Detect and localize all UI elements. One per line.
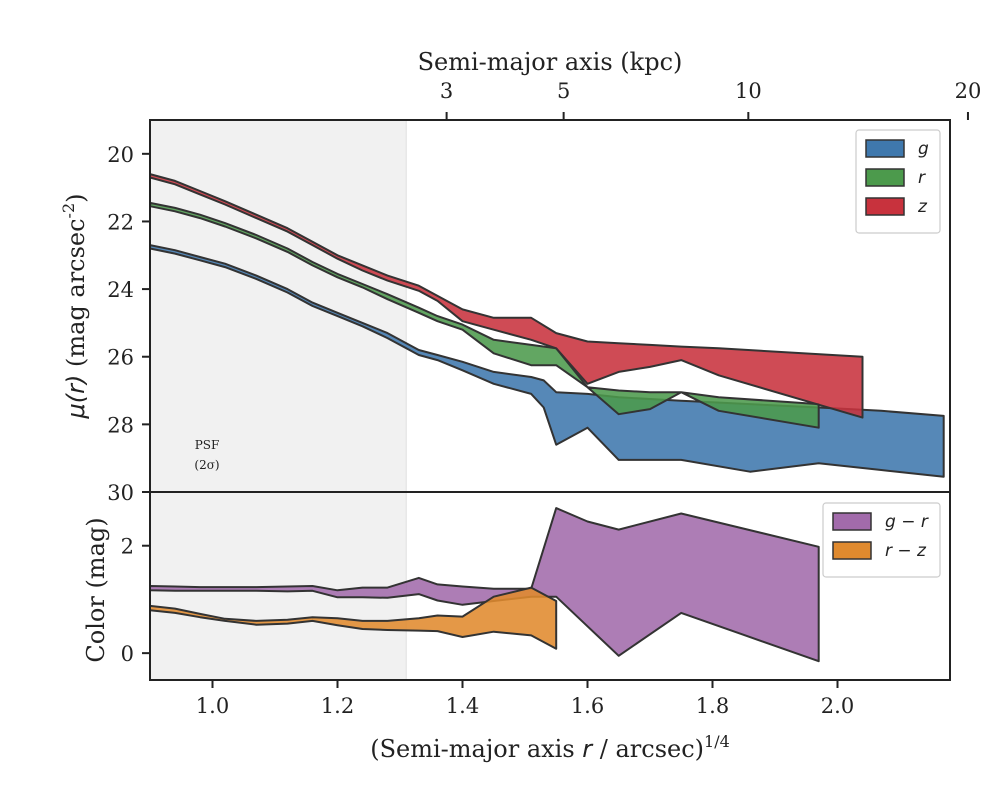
bottom-axis-title: (Semi-major axis r / arcsec)1/4 — [370, 732, 730, 763]
y-tick-label: 22 — [107, 210, 134, 234]
psf-shade-top — [150, 120, 407, 492]
legend-label: g − r — [885, 512, 929, 532]
color-legend: g − r r − z — [822, 502, 941, 578]
kpc-tick-label: 5 — [557, 79, 570, 103]
legend-label: g — [918, 139, 929, 159]
legend-label: r − z — [885, 541, 927, 561]
legend-swatch — [832, 541, 872, 560]
legend-swatch — [865, 168, 905, 187]
kpc-tick-label: 20 — [955, 79, 982, 103]
top-axis-title: Semi-major axis (kpc) — [418, 48, 683, 76]
sb-axis-title: μ(r) (mag arcsec-2) — [59, 193, 90, 419]
legend-swatch — [865, 139, 905, 158]
sb-profile-areas — [149, 173, 945, 478]
band-gr — [149, 507, 820, 663]
x-tick-label: 1.0 — [196, 694, 229, 718]
band-r — [149, 201, 820, 429]
y-tick-label: 28 — [107, 413, 134, 437]
psf-label: PSF — [195, 438, 220, 452]
x-tick-label: 1.8 — [696, 694, 729, 718]
legend-swatch — [865, 197, 905, 216]
color-profile-areas — [149, 507, 820, 663]
band-rz — [149, 586, 558, 650]
color-axis-title: Color (mag) — [82, 517, 110, 662]
kpc-tick-label: 3 — [440, 79, 453, 103]
x-tick-label: 1.4 — [446, 694, 479, 718]
sb-legend: grz — [855, 129, 941, 234]
color-y-tick-label: 0 — [121, 642, 134, 666]
bottom-panel-frame — [149, 491, 951, 681]
band-g — [149, 244, 945, 478]
legend-label: r — [918, 168, 926, 188]
y-tick-label: 26 — [107, 346, 134, 370]
band-z — [149, 173, 864, 419]
y-tick-label: 24 — [107, 278, 134, 302]
x-tick-label: 1.6 — [571, 694, 604, 718]
y-tick-label: 30 — [107, 481, 134, 505]
kpc-tick-label: 10 — [735, 79, 762, 103]
legend-swatch — [832, 512, 872, 531]
axis-ticks: 1.01.21.41.61.82.02022242628300235102030… — [107, 79, 982, 718]
color-y-tick-label: 2 — [121, 535, 134, 559]
legend-label: z — [917, 197, 928, 217]
x-tick-label: 2.0 — [821, 694, 854, 718]
y-tick-label: 20 — [107, 143, 134, 167]
psf-sigma-label: (2σ) — [194, 458, 219, 472]
x-tick-label: 1.2 — [321, 694, 354, 718]
